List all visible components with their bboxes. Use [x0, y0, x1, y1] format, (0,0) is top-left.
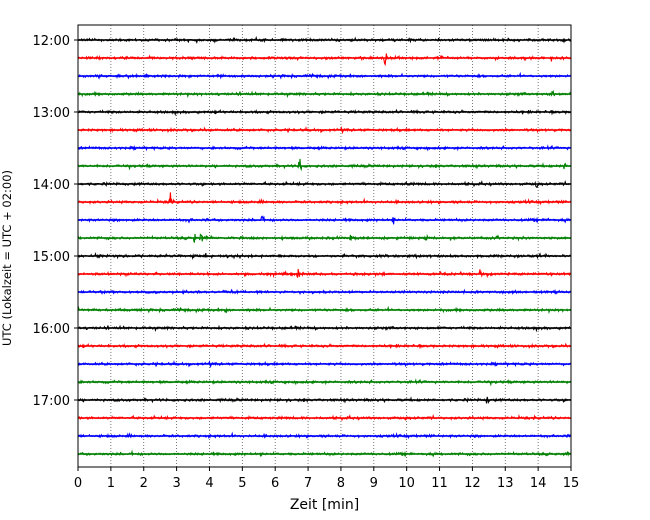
trace [77, 215, 571, 225]
x-tick-label: 7 [304, 476, 312, 491]
trace [77, 233, 571, 243]
trace [77, 53, 571, 67]
x-tick-label: 2 [140, 476, 148, 491]
trace [77, 396, 572, 404]
y-axis-label: UTC (Lokalzeit = UTC + 02:00) [0, 170, 14, 346]
trace-line [77, 53, 571, 67]
trace [77, 108, 571, 117]
trace [77, 251, 571, 260]
x-tick-label: 0 [74, 476, 82, 491]
trace [77, 342, 571, 350]
y-tick-label: 15:00 [33, 250, 70, 265]
trace [77, 144, 571, 152]
x-tick-label: 10 [398, 476, 415, 491]
trace [77, 414, 572, 422]
x-tick-label: 14 [530, 476, 547, 491]
trace [77, 431, 572, 440]
x-tick-label: 1 [107, 476, 115, 491]
trace-line [77, 158, 572, 172]
trace [77, 180, 572, 189]
trace [77, 449, 572, 458]
x-tick-label: 9 [370, 476, 378, 491]
x-tick-label: 13 [497, 476, 514, 491]
y-tick-label: 16:00 [33, 322, 70, 337]
y-tick-label: 17:00 [33, 394, 70, 409]
x-tick-label: 3 [172, 476, 180, 491]
seismogram-traces [77, 35, 572, 458]
x-tick-label: 5 [238, 476, 246, 491]
y-tick-label: 14:00 [33, 178, 70, 193]
x-tick-label: 15 [563, 476, 580, 491]
trace [77, 35, 572, 44]
x-tick-label: 11 [431, 476, 448, 491]
y-tick-label: 13:00 [33, 106, 70, 121]
x-axis-ticks: 0 1 2 3 4 5 6 7 8 9 10 11 12 13 14 15 [74, 467, 579, 491]
trace [77, 125, 571, 135]
trace [77, 158, 572, 172]
trace [77, 305, 572, 314]
trace [77, 89, 572, 99]
x-tick-label: 6 [271, 476, 279, 491]
y-axis-ticks: 12:00 13:00 14:00 15:00 16:00 17:00 [33, 34, 78, 409]
trace [77, 71, 571, 80]
trace [77, 268, 572, 279]
plot-frame [77, 24, 572, 468]
trace [77, 359, 572, 369]
trace [77, 378, 572, 387]
x-tick-label: 4 [205, 476, 213, 491]
trace [77, 288, 571, 296]
trace [77, 192, 572, 206]
x-axis-label: Zeit [min] [290, 497, 359, 513]
x-tick-label: 8 [337, 476, 345, 491]
x-tick-label: 12 [464, 476, 481, 491]
trace [77, 324, 571, 333]
y-tick-label: 12:00 [33, 34, 70, 49]
